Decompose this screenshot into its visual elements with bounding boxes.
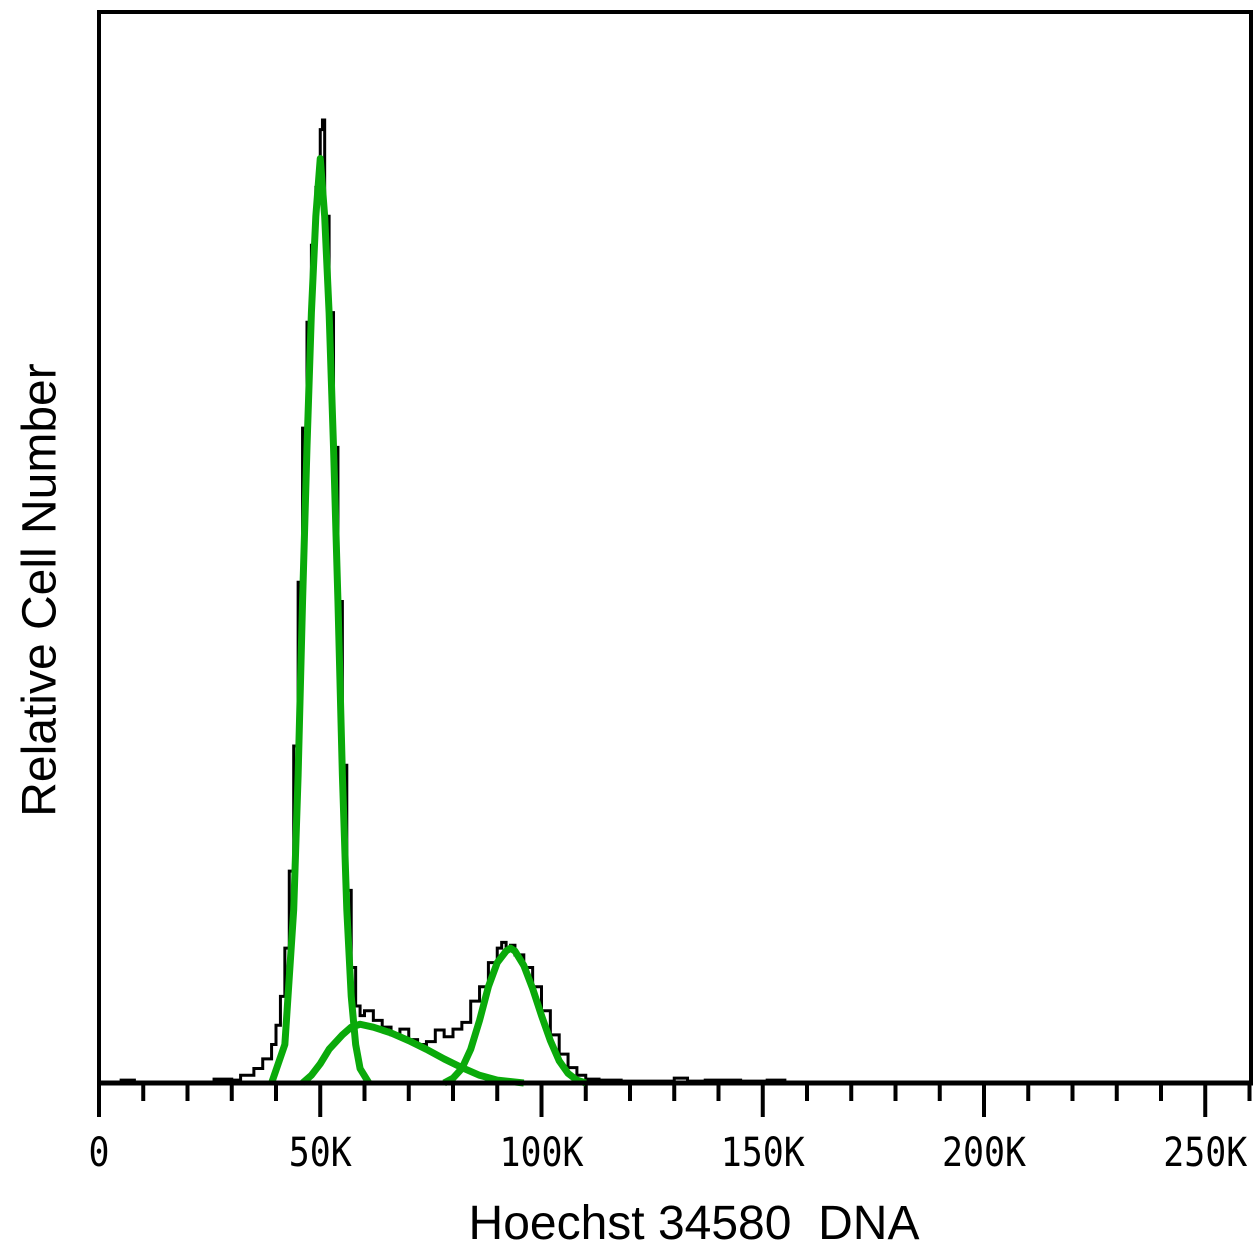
x-tick-label: 50K [289,1130,352,1176]
x-tick-label: 200K [942,1130,1026,1176]
x-tick-label: 0 [89,1130,110,1176]
x-tick-label: 100K [500,1130,584,1176]
fit-curve-g2-m-fit [442,944,587,1087]
y-axis-label: Relative Cell Number [13,363,67,817]
x-axis-tick-labels: 0 50K 100K 150K 200K 250K [89,1130,1248,1176]
fit-curve-s-phase-fit [300,1020,525,1087]
x-tick-label: 150K [721,1130,805,1176]
x-tick-label: 250K [1163,1130,1247,1176]
plot-frame [97,10,1253,1085]
fit-curve-g1-fit [268,155,372,1085]
measured-histogram-line [99,118,787,1085]
data-series [99,118,787,1087]
x-axis-label: Hoechst 34580 DNA [468,1197,920,1250]
x-axis-ticks [97,1083,1252,1117]
